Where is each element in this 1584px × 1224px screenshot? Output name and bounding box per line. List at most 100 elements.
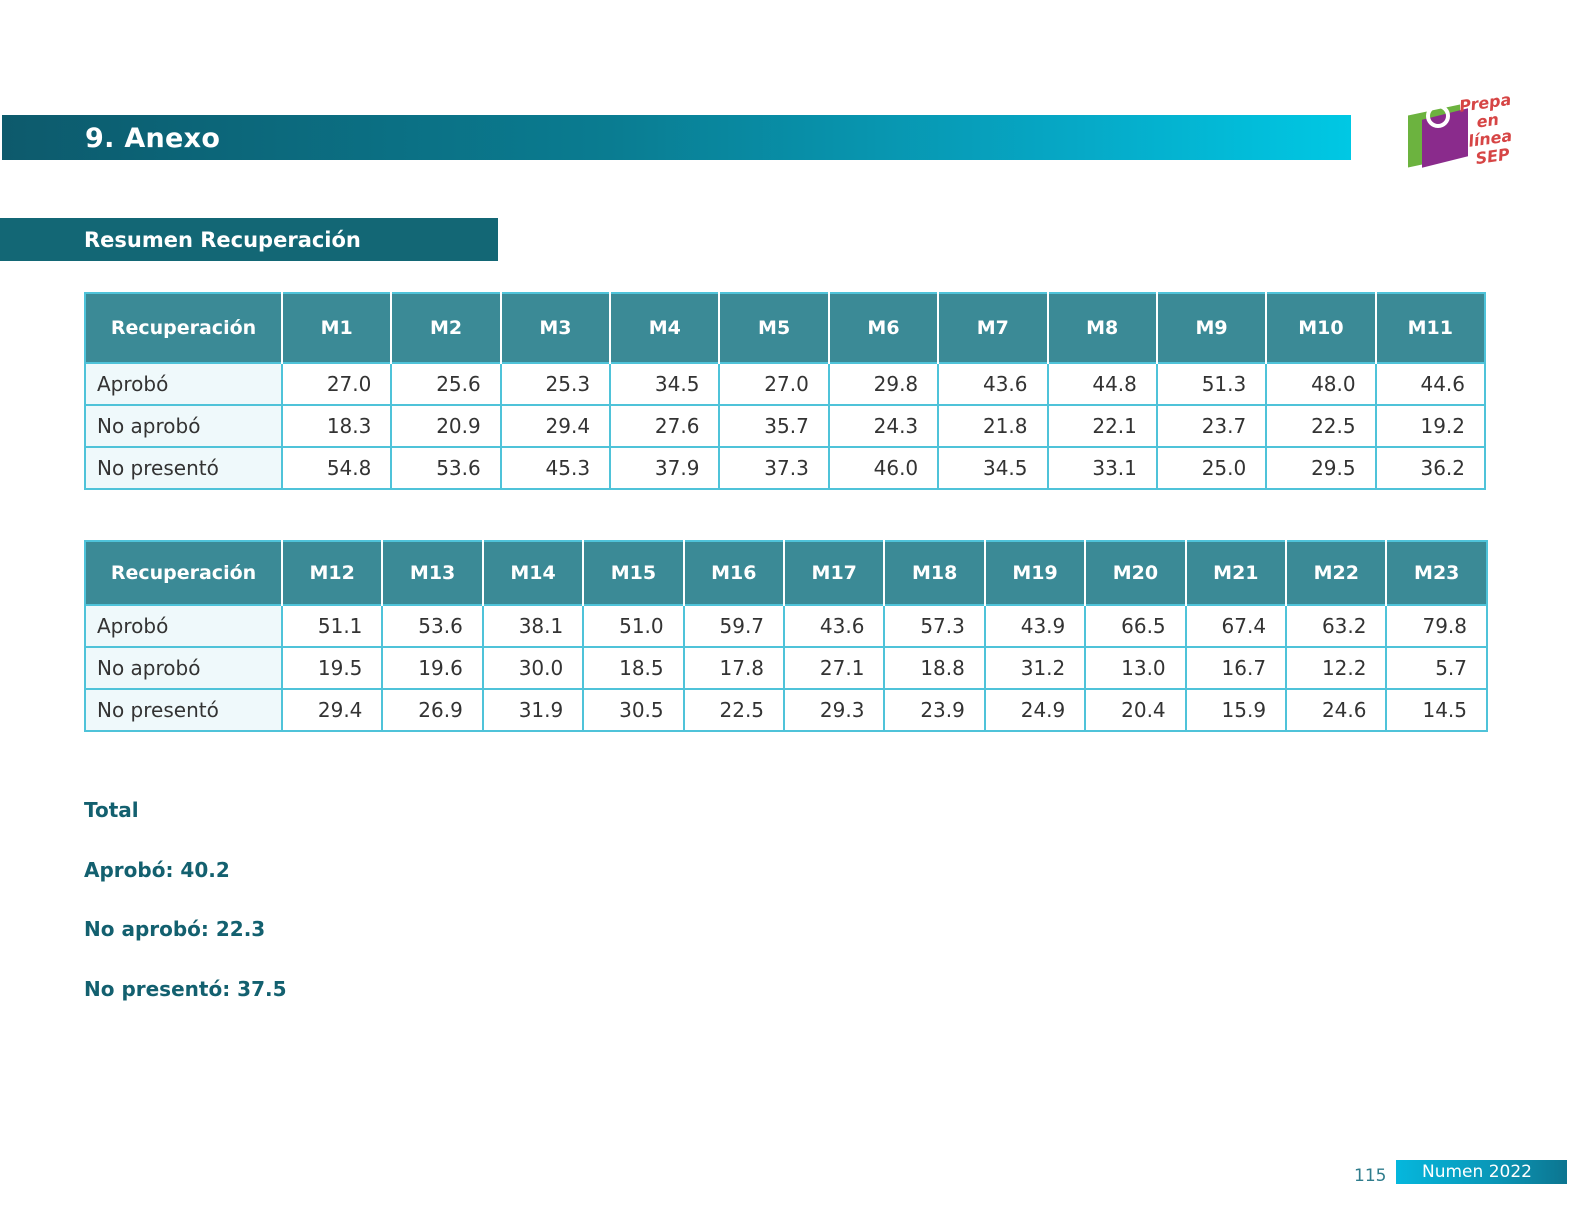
table-cell: 18.5: [582, 646, 685, 690]
column-header: M13: [381, 541, 484, 605]
table-cell: 29.8: [827, 362, 940, 406]
table-cell: 48.0: [1265, 362, 1377, 406]
table-header-row: Recuperación M12 M13 M14 M15 M16 M17 M18…: [85, 541, 1487, 605]
table-cell: 20.4: [1084, 688, 1187, 732]
row-label: No presentó: [84, 688, 283, 732]
table-cell: 29.3: [783, 688, 886, 732]
table-cell: 51.0: [582, 604, 685, 648]
prepa-en-linea-logo: Prepa en línea SEP: [1404, 88, 1522, 170]
table-cell: 14.5: [1385, 688, 1488, 732]
column-header: M2: [390, 293, 502, 363]
table-cell: 13.0: [1084, 646, 1187, 690]
column-header: M21: [1184, 541, 1288, 605]
table-cell: 43.9: [983, 604, 1087, 648]
table-row: No presentó 29.4 26.9 31.9 30.5 22.5 29.…: [84, 688, 1488, 732]
table-row: No aprobó 18.3 20.9 29.4 27.6 35.7 24.3 …: [84, 404, 1487, 448]
column-header: M6: [827, 293, 940, 363]
table-cell: 38.1: [481, 604, 585, 648]
table-cell: 43.6: [783, 604, 886, 648]
column-header: M16: [682, 541, 786, 605]
table-cell: 27.0: [718, 362, 830, 406]
column-header: M9: [1155, 293, 1268, 363]
column-header: M7: [937, 293, 1049, 363]
table-cell: 30.5: [582, 688, 685, 732]
column-header: Recuperación: [85, 293, 283, 363]
table-cell: 26.9: [381, 688, 484, 732]
table-cell: 29.5: [1265, 446, 1377, 490]
table-cell: 53.6: [390, 446, 502, 490]
table-cell: 67.4: [1184, 604, 1288, 648]
table-cell: 22.5: [682, 688, 786, 732]
table-cell: 45.3: [499, 446, 612, 490]
column-header: M11: [1374, 293, 1485, 363]
table-cell: 53.6: [381, 604, 484, 648]
table-cell: 25.6: [390, 362, 502, 406]
table-row: Aprobó 51.1 53.6 38.1 51.0 59.7 43.6 57.…: [84, 604, 1488, 648]
column-header: M12: [280, 541, 384, 605]
table-cell: 23.7: [1155, 404, 1268, 448]
section-banner: 9. Anexo: [2, 115, 1351, 160]
table-cell: 19.2: [1374, 404, 1487, 448]
table-cell: 27.0: [280, 362, 393, 406]
column-header: M15: [582, 541, 685, 605]
recuperacion-table-m12-m23: Recuperación M12 M13 M14 M15 M16 M17 M18…: [84, 540, 1488, 732]
column-header: M8: [1046, 293, 1158, 363]
row-label: No presentó: [84, 446, 283, 490]
table-cell: 24.9: [983, 688, 1087, 732]
table-cell: 27.6: [609, 404, 721, 448]
table-cell: 22.1: [1046, 404, 1158, 448]
row-label: No aprobó: [84, 404, 283, 448]
recuperacion-table-m1-m11: Recuperación M1 M2 M3 M4 M5 M6 M7 M8 M9 …: [84, 292, 1487, 490]
table-cell: 54.8: [280, 446, 393, 490]
table-cell: 22.5: [1265, 404, 1377, 448]
table-cell: 57.3: [883, 604, 986, 648]
table-cell: 18.8: [883, 646, 986, 690]
table-cell: 18.3: [280, 404, 393, 448]
table-cell: 34.5: [609, 362, 721, 406]
table-cell: 34.5: [937, 446, 1049, 490]
row-label: Aprobó: [84, 362, 283, 406]
table-cell: 35.7: [718, 404, 830, 448]
totals-heading: Total: [84, 798, 139, 822]
table-row: Aprobó 27.0 25.6 25.3 34.5 27.0 29.8 43.…: [84, 362, 1487, 406]
table-cell: 31.2: [983, 646, 1087, 690]
column-header: M22: [1285, 541, 1388, 605]
table-header-row: Recuperación M1 M2 M3 M4 M5 M6 M7 M8 M9 …: [85, 293, 1485, 363]
column-header: M20: [1084, 541, 1187, 605]
logo-text: Prepa en línea SEP: [1451, 90, 1526, 170]
column-header: M18: [883, 541, 986, 605]
table-cell: 43.6: [937, 362, 1049, 406]
column-header: Recuperación: [85, 541, 283, 605]
table-cell: 37.9: [609, 446, 721, 490]
total-aprobo: Aprobó: 40.2: [84, 857, 230, 882]
table-row: No presentó 54.8 53.6 45.3 37.9 37.3 46.…: [84, 446, 1487, 490]
table-cell: 25.3: [499, 362, 612, 406]
page-title: 9. Anexo: [85, 123, 221, 154]
table-cell: 5.7: [1385, 646, 1488, 690]
column-header: M17: [783, 541, 886, 605]
table-cell: 44.8: [1046, 362, 1158, 406]
column-header: M1: [280, 293, 393, 363]
table-cell: 12.2: [1285, 646, 1388, 690]
footer-bar: Numen 2022: [1396, 1160, 1567, 1184]
column-header: M23: [1385, 541, 1487, 605]
logo-ring-icon: [1426, 104, 1450, 128]
table-cell: 59.7: [682, 604, 786, 648]
table-cell: 51.1: [280, 604, 384, 648]
table-cell: 16.7: [1184, 646, 1288, 690]
table-cell: 33.1: [1046, 446, 1158, 490]
table-cell: 37.3: [718, 446, 830, 490]
row-label: Aprobó: [84, 604, 283, 648]
column-header: M3: [499, 293, 612, 363]
table-cell: 29.4: [499, 404, 612, 448]
table-cell: 63.2: [1285, 604, 1388, 648]
table-cell: 44.6: [1374, 362, 1487, 406]
table-cell: 30.0: [481, 646, 585, 690]
table-cell: 25.0: [1155, 446, 1268, 490]
table-cell: 51.3: [1155, 362, 1268, 406]
column-header: M19: [983, 541, 1087, 605]
table-cell: 20.9: [390, 404, 502, 448]
table-cell: 19.6: [381, 646, 484, 690]
total-no-aprobo: No aprobó: 22.3: [84, 917, 266, 941]
table-row: No aprobó 19.5 19.6 30.0 18.5 17.8 27.1 …: [84, 646, 1488, 690]
